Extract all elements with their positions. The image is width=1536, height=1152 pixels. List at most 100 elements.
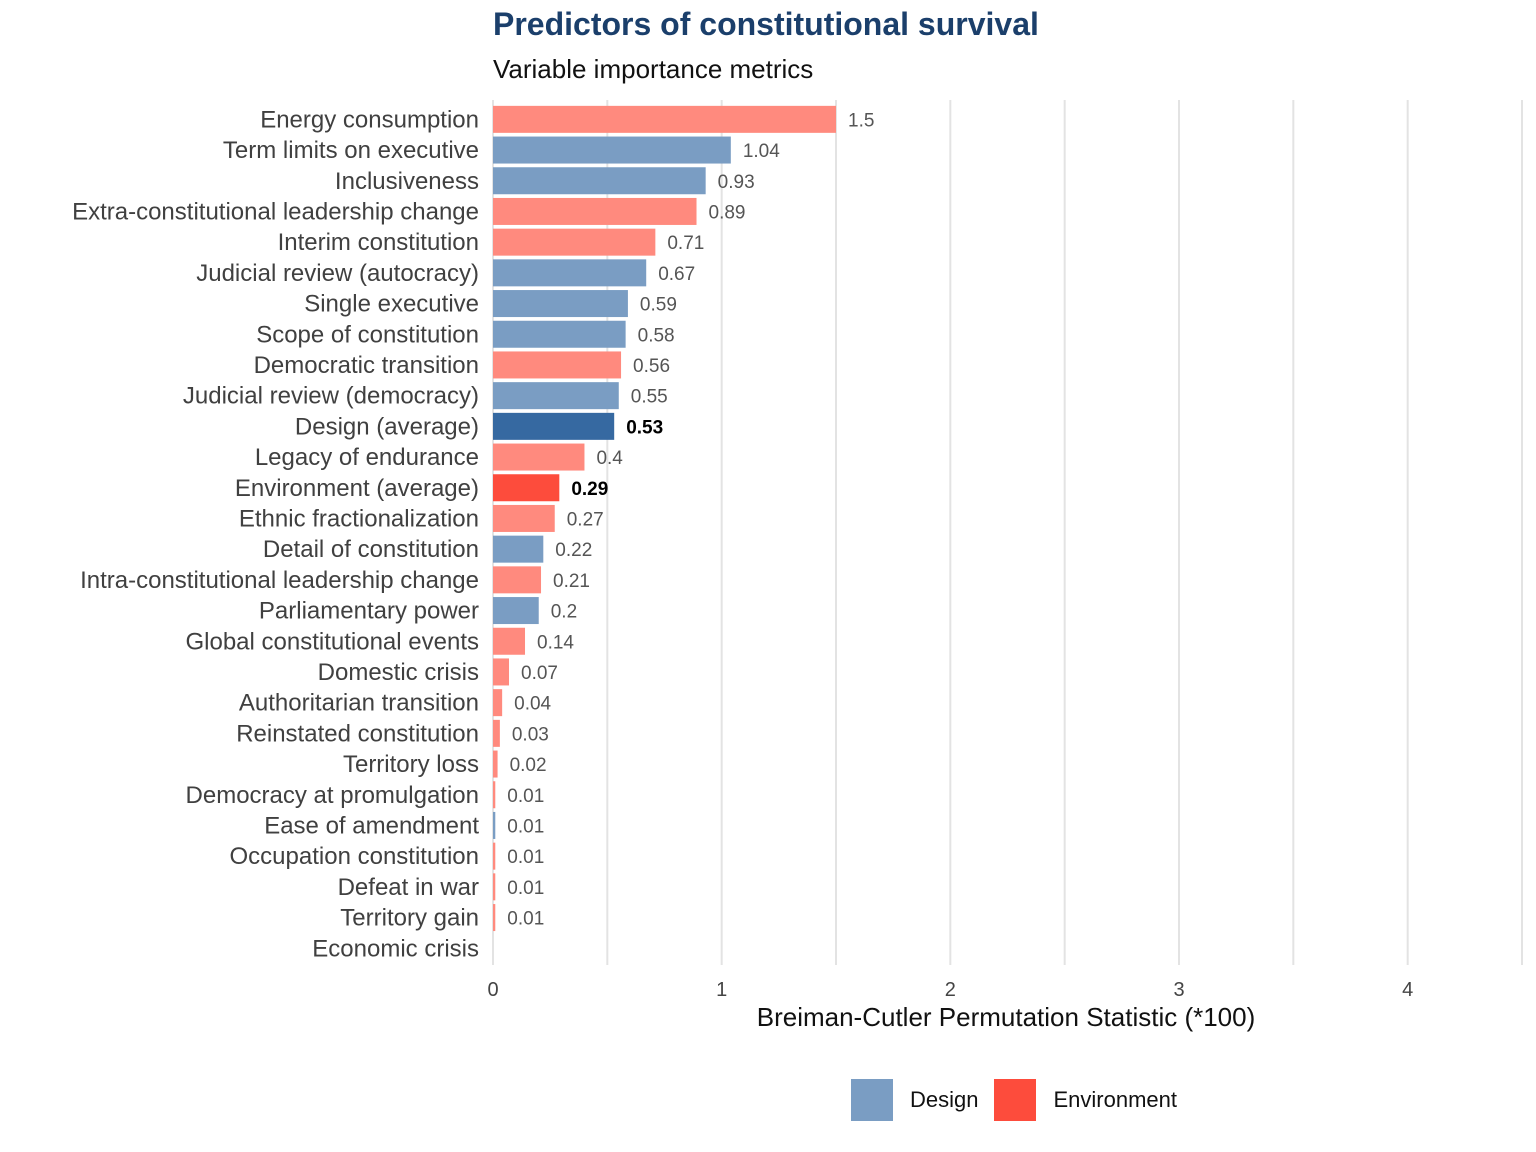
- value-label: 0.21: [553, 571, 590, 592]
- category-label: Intra-constitutional leadership change: [80, 567, 479, 594]
- bar: [493, 167, 706, 195]
- value-label: 0.55: [631, 387, 668, 408]
- category-label: Energy consumption: [260, 106, 479, 133]
- category-label: Inclusiveness: [335, 168, 479, 195]
- legend-label-environment: Environment: [1053, 1087, 1177, 1112]
- bar: [493, 719, 500, 747]
- value-label: 0.04: [514, 694, 551, 715]
- value-label: 0.22: [555, 540, 592, 561]
- bar: [493, 105, 836, 133]
- value-label: 0.4: [596, 448, 623, 469]
- bar: [493, 228, 656, 256]
- category-label: Scope of constitution: [256, 321, 479, 348]
- value-label: 0.27: [567, 509, 604, 530]
- category-label: Ethnic fractionalization: [239, 505, 479, 532]
- chart-title: Predictors of constitutional survival: [493, 6, 1039, 42]
- category-label: Environment (average): [235, 475, 479, 502]
- grid-layer: [492, 100, 1523, 965]
- legend-label-design: Design: [910, 1087, 979, 1112]
- value-label: 0.53: [626, 417, 663, 438]
- category-label: Global constitutional events: [185, 628, 479, 655]
- bar: [493, 873, 496, 901]
- bar: [493, 136, 731, 164]
- bar: [493, 290, 628, 318]
- bar: [493, 197, 697, 225]
- value-label: 0.02: [510, 755, 547, 776]
- value-label: 0.03: [512, 724, 549, 745]
- bar: [493, 811, 496, 839]
- value-label: 0.01: [507, 786, 544, 807]
- category-label: Single executive: [304, 291, 479, 318]
- legend-swatch-environment: [994, 1079, 1037, 1121]
- bar: [493, 474, 560, 502]
- x-tick-label: 0: [487, 979, 498, 1001]
- bar: [493, 566, 542, 594]
- value-label: 1.04: [743, 141, 780, 162]
- legend-item-design: Design: [851, 1079, 978, 1121]
- bar: [493, 781, 496, 809]
- bar: [493, 535, 544, 563]
- value-label: 0.01: [507, 878, 544, 899]
- category-label: Detail of constitution: [263, 536, 479, 563]
- category-label: Authoritarian transition: [239, 690, 479, 717]
- legend-swatch-design: [851, 1079, 893, 1121]
- value-label: 0.71: [667, 233, 704, 254]
- value-label: 0.58: [638, 325, 675, 346]
- category-label: Term limits on executive: [223, 137, 479, 164]
- bar: [493, 259, 647, 287]
- category-label: Interim constitution: [278, 229, 479, 256]
- x-tick-label: 3: [1173, 979, 1184, 1001]
- bar: [493, 597, 539, 625]
- x-tick-label: 2: [945, 979, 956, 1001]
- value-label: 0.01: [507, 816, 544, 837]
- legend: Design Environment: [851, 1079, 1193, 1121]
- bar: [493, 689, 503, 717]
- value-label: 0.01: [507, 847, 544, 868]
- category-label: Judicial review (democracy): [183, 383, 479, 410]
- category-labels: Energy consumption Term limits on executi…: [72, 106, 479, 962]
- chart-subtitle: Variable importance metrics: [493, 54, 814, 84]
- bar: [493, 351, 622, 379]
- bar: [493, 904, 496, 932]
- value-label: 0.29: [571, 479, 608, 500]
- bar: [493, 627, 526, 655]
- bar: [493, 443, 585, 471]
- category-label: Reinstated constitution: [236, 720, 479, 747]
- value-label: 0.93: [718, 172, 755, 193]
- value-label: 0.01: [507, 909, 544, 930]
- category-label: Ease of amendment: [264, 812, 479, 839]
- x-tick-label: 1: [716, 979, 727, 1001]
- bar: [493, 504, 555, 532]
- bar: [493, 750, 498, 778]
- value-label: 0.67: [658, 264, 695, 285]
- value-label: 0.07: [521, 663, 558, 684]
- value-label: 0.89: [709, 202, 746, 223]
- category-label: Democracy at promulgation: [186, 782, 479, 809]
- bar: [493, 842, 496, 870]
- category-label: Extra-constitutional leadership change: [72, 198, 479, 225]
- bar: [493, 382, 619, 410]
- x-tick-labels: 0 1 2 3 4: [487, 979, 1413, 1001]
- category-label: Territory gain: [340, 905, 479, 932]
- category-label: Territory loss: [343, 751, 479, 778]
- category-label: Legacy of endurance: [255, 444, 479, 471]
- category-label: Parliamentary power: [259, 598, 479, 625]
- legend-item-environment: Environment: [994, 1079, 1177, 1121]
- category-label: Design (average): [295, 413, 479, 440]
- category-label: Domestic crisis: [318, 659, 479, 686]
- x-tick-label: 4: [1402, 979, 1413, 1001]
- value-label: 1.5: [848, 110, 874, 131]
- value-labels: 1.5 1.04 0.93 0.890.71 0.67 0.59 0.58 0.56 0.55 0…: [507, 110, 874, 929]
- category-label: Defeat in war: [338, 874, 479, 901]
- category-label: Occupation constitution: [230, 843, 479, 870]
- bar: [493, 412, 615, 440]
- category-label: Economic crisis: [312, 935, 479, 962]
- bar-layer: [493, 105, 836, 932]
- value-label: 0.56: [633, 356, 670, 377]
- category-label: Democratic transition: [254, 352, 479, 379]
- bar: [493, 320, 626, 348]
- bar: [493, 658, 510, 686]
- category-label: Judicial review (autocracy): [196, 260, 479, 287]
